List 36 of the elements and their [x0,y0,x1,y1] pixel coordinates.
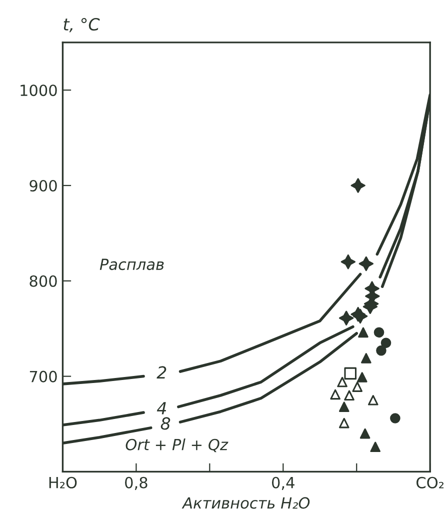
point [352,382,362,392]
point [361,353,372,364]
point [338,310,354,326]
series-label: 4 [156,402,166,414]
point [356,372,368,382]
annotation: Ort + Pl + Qz [126,438,228,452]
y-tick-label: 1000 [20,84,57,96]
x-tick-label: H₂O [49,476,77,488]
point [338,402,350,412]
point [338,418,350,428]
series-label: 2 [156,366,166,379]
point [374,327,384,338]
x-axis-title: Активность H₂O [182,497,310,509]
x-tick-label: 0,8 [125,476,148,490]
point [344,390,354,401]
point [358,256,374,272]
point [390,413,400,424]
point [350,178,366,193]
y-tick-label: 900 [30,180,57,192]
series-label: 8 [160,417,170,430]
point [376,345,386,356]
x-tick-label: 0,4 [272,476,294,490]
point [360,428,370,439]
point [344,367,357,380]
y-tick-label: 800 [30,275,57,287]
point [340,254,356,270]
y-tick-label: 700 [30,370,57,382]
point [330,389,340,400]
point [368,394,378,406]
point [380,338,392,348]
x-tick-label: CO₂ [416,476,444,488]
point [358,327,368,338]
point [370,442,380,452]
y-axis-title: t, °C [64,18,100,32]
point [337,376,348,388]
annotation: Расплав [100,258,164,270]
